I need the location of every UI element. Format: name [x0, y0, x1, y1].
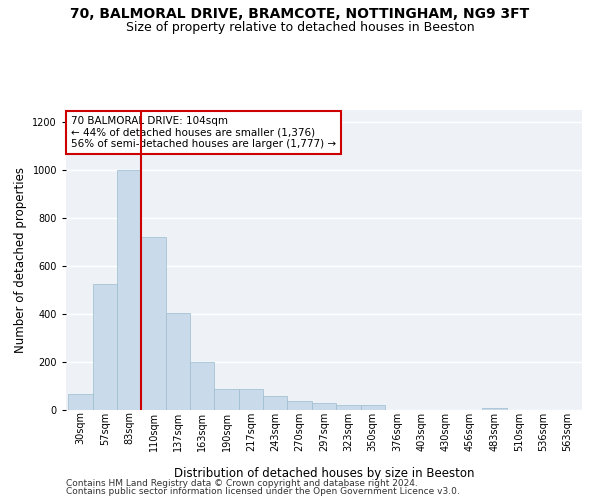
Bar	[214, 389, 239, 410]
Y-axis label: Number of detached properties: Number of detached properties	[14, 167, 27, 353]
Text: Size of property relative to detached houses in Beeston: Size of property relative to detached ho…	[125, 21, 475, 34]
Bar	[68, 394, 93, 410]
Bar	[190, 362, 214, 410]
Bar	[166, 313, 190, 410]
Bar	[263, 396, 287, 410]
Bar	[482, 408, 506, 410]
Bar	[117, 170, 142, 410]
Text: 70, BALMORAL DRIVE, BRAMCOTE, NOTTINGHAM, NG9 3FT: 70, BALMORAL DRIVE, BRAMCOTE, NOTTINGHAM…	[70, 8, 530, 22]
Bar	[93, 284, 117, 410]
Bar	[361, 405, 385, 410]
Text: Contains HM Land Registry data © Crown copyright and database right 2024.: Contains HM Land Registry data © Crown c…	[66, 478, 418, 488]
Text: 70 BALMORAL DRIVE: 104sqm
← 44% of detached houses are smaller (1,376)
56% of se: 70 BALMORAL DRIVE: 104sqm ← 44% of detac…	[71, 116, 336, 149]
Bar	[239, 389, 263, 410]
Bar	[336, 405, 361, 410]
Bar	[142, 237, 166, 410]
Text: Contains public sector information licensed under the Open Government Licence v3: Contains public sector information licen…	[66, 487, 460, 496]
Bar	[287, 401, 312, 410]
Text: Distribution of detached houses by size in Beeston: Distribution of detached houses by size …	[174, 468, 474, 480]
Bar	[312, 403, 336, 410]
